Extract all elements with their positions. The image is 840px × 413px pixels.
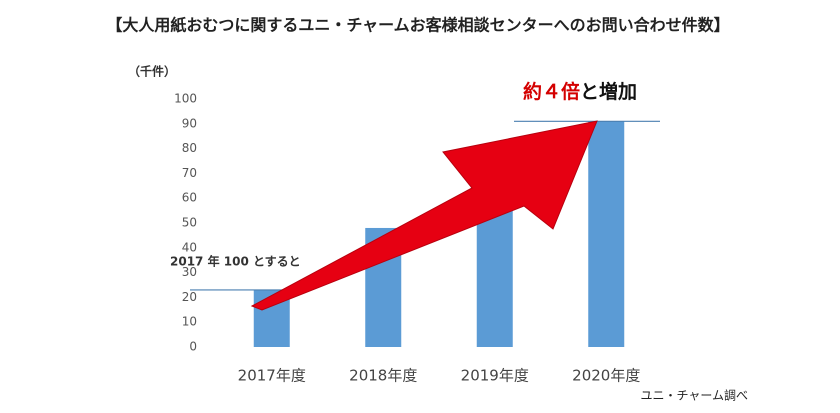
y-tick-label: 90	[182, 116, 197, 130]
baseline-note: 2017 年 100 とすると	[170, 254, 301, 269]
y-tick-label: 100	[174, 92, 197, 106]
growth-highlight: 約４倍	[523, 80, 580, 103]
x-tick-label: 2018年度	[349, 367, 417, 385]
y-tick-label: 80	[182, 141, 197, 155]
x-tick-label: 2019年度	[461, 367, 529, 385]
y-tick-label: 50	[182, 216, 197, 230]
y-tick-label: 0	[189, 340, 197, 354]
y-unit: （千件）	[128, 64, 176, 79]
y-tick-label: 30	[182, 265, 197, 279]
y-tick-label: 40	[182, 240, 197, 254]
bar	[476, 205, 513, 347]
y-tick-label: 60	[182, 191, 197, 205]
growth-label: 約４倍と増加	[523, 80, 637, 103]
y-tick-label: 70	[182, 166, 197, 180]
y-tick-label: 20	[182, 290, 197, 304]
growth-rest: と増加	[580, 80, 637, 103]
x-tick-label: 2017年度	[238, 367, 306, 385]
bar	[588, 121, 625, 347]
source-note: ユニ・チャーム調べ	[640, 389, 748, 403]
chart-title: 【大人用紙おむつに関するユニ・チャームお客様相談センターへのお問い合わせ件数】	[106, 16, 729, 35]
x-tick-label: 2020年度	[572, 367, 640, 385]
growth-arrow	[250, 120, 598, 311]
y-tick-label: 10	[182, 315, 197, 329]
